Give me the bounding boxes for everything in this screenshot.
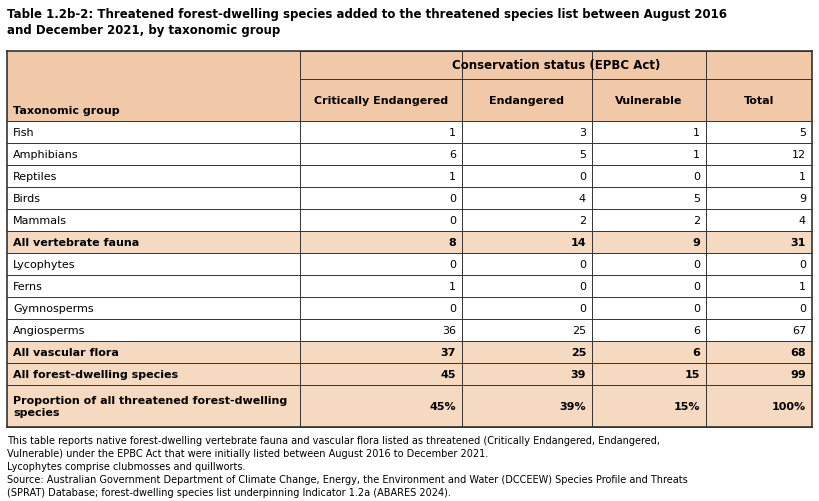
Text: 1: 1 — [449, 282, 456, 292]
Text: 45%: 45% — [429, 401, 456, 411]
Text: 45: 45 — [441, 369, 456, 379]
Text: Vulnerable: Vulnerable — [615, 96, 683, 106]
Text: Ferns: Ferns — [13, 282, 43, 292]
Text: Vulnerable) under the EPBC Act that were initially listed between August 2016 to: Vulnerable) under the EPBC Act that were… — [7, 448, 488, 458]
Text: Gymnosperms: Gymnosperms — [13, 304, 93, 313]
Text: 0: 0 — [579, 260, 586, 270]
Text: (SPRAT) Database; forest-dwelling species list underpinning Indicator 1.2a (ABAR: (SPRAT) Database; forest-dwelling specie… — [7, 487, 451, 497]
Text: 0: 0 — [579, 172, 586, 182]
Text: 39: 39 — [571, 369, 586, 379]
Text: Table 1.2b-2: Threatened forest-dwelling species added to the threatened species: Table 1.2b-2: Threatened forest-dwelling… — [7, 8, 727, 21]
Text: Source: Australian Government Department of Climate Change, Energy, the Environm: Source: Australian Government Department… — [7, 474, 688, 484]
Text: 0: 0 — [449, 260, 456, 270]
Text: 5: 5 — [799, 128, 806, 138]
Text: 14: 14 — [570, 237, 586, 247]
Text: Critically Endangered: Critically Endangered — [314, 96, 448, 106]
Text: 25: 25 — [572, 325, 586, 335]
Text: All vascular flora: All vascular flora — [13, 347, 119, 357]
Text: 1: 1 — [693, 128, 700, 138]
Text: All forest-dwelling species: All forest-dwelling species — [13, 369, 178, 379]
Text: 5: 5 — [579, 150, 586, 160]
Text: 2: 2 — [579, 215, 586, 225]
Text: 0: 0 — [579, 304, 586, 313]
Text: Lycophytes: Lycophytes — [13, 260, 75, 270]
Text: 37: 37 — [441, 347, 456, 357]
Text: 6: 6 — [693, 325, 700, 335]
Text: Lycophytes comprise clubmosses and quillworts.: Lycophytes comprise clubmosses and quill… — [7, 461, 246, 471]
Text: 0: 0 — [799, 260, 806, 270]
Text: All vertebrate fauna: All vertebrate fauna — [13, 237, 139, 247]
Text: 9: 9 — [799, 193, 806, 203]
Text: 0: 0 — [449, 215, 456, 225]
Text: 0: 0 — [799, 304, 806, 313]
Text: 0: 0 — [693, 172, 700, 182]
Text: Birds: Birds — [13, 193, 41, 203]
Text: Endangered: Endangered — [490, 96, 564, 106]
Text: 99: 99 — [790, 369, 806, 379]
Text: 31: 31 — [790, 237, 806, 247]
Text: 68: 68 — [790, 347, 806, 357]
Text: 0: 0 — [693, 282, 700, 292]
Text: 4: 4 — [799, 215, 806, 225]
Text: Proportion of all threatened forest-dwelling
species: Proportion of all threatened forest-dwel… — [13, 395, 287, 417]
Text: 4: 4 — [579, 193, 586, 203]
Text: Angiosperms: Angiosperms — [13, 325, 85, 335]
Text: 0: 0 — [693, 260, 700, 270]
Text: 1: 1 — [799, 172, 806, 182]
Text: 36: 36 — [442, 325, 456, 335]
Text: 12: 12 — [792, 150, 806, 160]
Text: 1: 1 — [693, 150, 700, 160]
Text: 6: 6 — [692, 347, 700, 357]
Text: 1: 1 — [449, 172, 456, 182]
Text: 15%: 15% — [673, 401, 700, 411]
Text: This table reports native forest-dwelling vertebrate fauna and vascular flora li: This table reports native forest-dwellin… — [7, 435, 660, 445]
Text: 3: 3 — [579, 128, 586, 138]
Text: 0: 0 — [449, 193, 456, 203]
Text: 39%: 39% — [559, 401, 586, 411]
Text: Mammals: Mammals — [13, 215, 67, 225]
Text: 0: 0 — [579, 282, 586, 292]
Text: and December 2021, by taxonomic group: and December 2021, by taxonomic group — [7, 24, 280, 37]
Text: 100%: 100% — [771, 401, 806, 411]
Text: 25: 25 — [571, 347, 586, 357]
Text: Total: Total — [744, 96, 774, 106]
Text: Conservation status (EPBC Act): Conservation status (EPBC Act) — [452, 60, 660, 72]
Text: 1: 1 — [449, 128, 456, 138]
Text: 6: 6 — [449, 150, 456, 160]
Text: Reptiles: Reptiles — [13, 172, 57, 182]
Text: Taxonomic group: Taxonomic group — [13, 106, 120, 116]
Text: 9: 9 — [692, 237, 700, 247]
Text: 2: 2 — [693, 215, 700, 225]
Text: 0: 0 — [693, 304, 700, 313]
Text: 67: 67 — [792, 325, 806, 335]
Text: 8: 8 — [448, 237, 456, 247]
Text: 0: 0 — [449, 304, 456, 313]
Text: 15: 15 — [685, 369, 700, 379]
Text: 5: 5 — [693, 193, 700, 203]
Text: Amphibians: Amphibians — [13, 150, 79, 160]
Text: 1: 1 — [799, 282, 806, 292]
Text: Fish: Fish — [13, 128, 34, 138]
